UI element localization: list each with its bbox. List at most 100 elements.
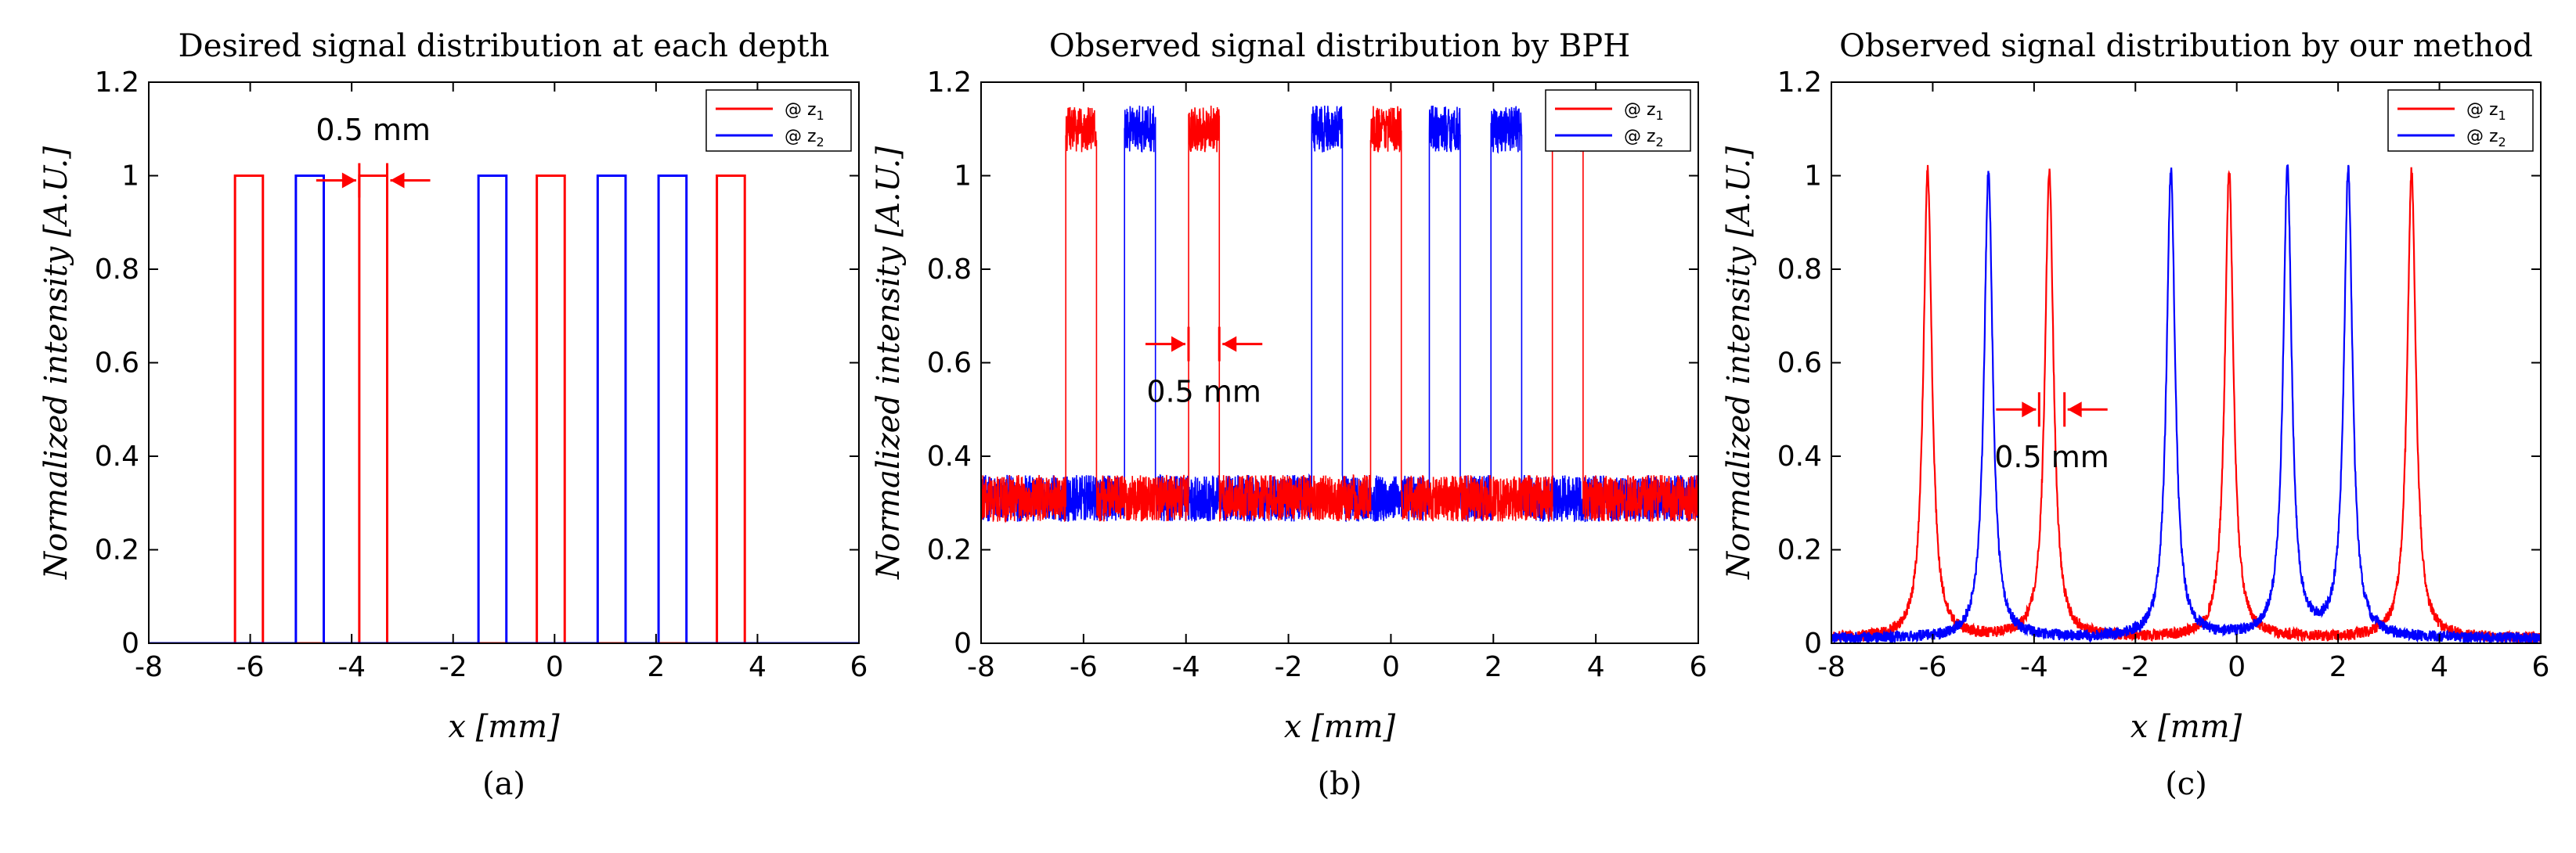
legend-label-sub: 2 — [817, 135, 824, 149]
legend: @ z1@ z2 — [705, 89, 852, 152]
x-tick-label: -6 — [1918, 651, 1946, 683]
series-line-z1 — [149, 175, 859, 643]
x-tick-label: -4 — [1172, 651, 1200, 683]
plot-area — [981, 105, 1698, 524]
y-tick-label: 1.2 — [927, 67, 972, 99]
x-tick-label: -4 — [337, 651, 366, 683]
x-tick-label: -8 — [967, 651, 995, 683]
y-axis-label-unit: [A.U.] — [38, 146, 74, 237]
legend-label-sub: 1 — [2498, 108, 2506, 123]
y-axis-label-text: Normalized intensity — [38, 237, 74, 580]
series-line-z2 — [981, 105, 1698, 523]
y-tick-label: 0 — [954, 628, 972, 660]
y-axis-label-text: Normalized intensity — [871, 237, 907, 580]
legend-label-text: @ z — [1624, 100, 1656, 120]
annotation-0-5mm: 0.5 mm — [1145, 326, 1263, 409]
x-tick-label: -2 — [1275, 651, 1303, 683]
panel-sublabel: (a) — [482, 766, 525, 802]
y-tick-label: 0 — [121, 628, 139, 660]
series-line-z2 — [149, 175, 859, 643]
panel-sublabel: (c) — [2165, 766, 2207, 802]
plot-area — [1831, 164, 2541, 643]
legend-box — [1545, 89, 1691, 152]
axes-box — [148, 81, 860, 644]
annotation-arrowhead-left — [341, 172, 356, 189]
annotation-0-5mm: 0.5 mm — [316, 113, 431, 198]
annotation-text: 0.5 mm — [1146, 374, 1261, 409]
y-tick-label: 0.6 — [95, 347, 139, 380]
x-tick-label: 2 — [647, 651, 665, 683]
axes-box — [1831, 81, 2542, 644]
y-axis-label-unit: [A.U.] — [1721, 146, 1757, 237]
x-tick-label: -2 — [2121, 651, 2149, 683]
series-line-z1 — [1831, 164, 2541, 643]
x-tick-label: 6 — [2532, 651, 2550, 683]
legend-label-text: @ z — [785, 127, 817, 146]
x-axis-label: x [mm] — [1284, 709, 1396, 745]
annotation-arrowhead-right — [1222, 336, 1237, 352]
y-tick-label: 1 — [954, 160, 972, 193]
annotation-text: 0.5 mm — [316, 113, 431, 147]
legend-label-z1: @ z1 — [1624, 100, 1664, 123]
legend-box — [2387, 89, 2534, 152]
annotation-arrowhead-left — [1171, 336, 1185, 352]
x-tick-label: 4 — [1587, 651, 1605, 683]
y-tick-label: 0.4 — [1777, 441, 1822, 473]
y-tick-label: 0.6 — [1777, 347, 1822, 380]
legend-label-z1: @ z1 — [2466, 100, 2506, 123]
y-tick-label: 0.8 — [927, 254, 972, 286]
legend: @ z1@ z2 — [1545, 89, 1691, 152]
x-tick-label: 6 — [1690, 651, 1708, 683]
chart-title: Observed signal distribution by BPH — [1049, 28, 1630, 64]
x-axis-label-var: x — [1284, 709, 1311, 745]
plot-area — [149, 175, 859, 643]
annotation-0-5mm: 0.5 mm — [1994, 392, 2109, 474]
series-line-z2 — [1831, 164, 2541, 643]
x-axis-label-unit: [mm] — [1311, 709, 1395, 745]
chart-panel-b: Observed signal distribution by BPH -8 -6 -… — [871, 28, 1707, 802]
x-axis-label-unit: [mm] — [476, 709, 560, 745]
y-tick-label: 0.8 — [95, 254, 139, 286]
y-tick-label: 0.4 — [927, 441, 972, 473]
x-axis-label: x [mm] — [2130, 709, 2242, 745]
y-tick-label: 0.2 — [927, 534, 972, 567]
x-tick-label: 0 — [2228, 651, 2246, 683]
axes-box — [980, 81, 1699, 644]
y-tick-label: 0 — [1804, 628, 1822, 660]
legend: @ z1@ z 2 — [2387, 89, 2534, 152]
y-axis-label: Normalized intensity [A.U.] — [1721, 146, 1757, 580]
x-axis-label-var: x — [2130, 709, 2158, 745]
legend-label-sub: 1 — [1656, 108, 1664, 123]
legend-label-text: @ z — [785, 100, 817, 120]
chart-title: Observed signal distribution by our meth… — [1839, 28, 2533, 64]
legend-label-sub: 2 — [2498, 135, 2506, 149]
x-tick-label: 2 — [1485, 651, 1503, 683]
legend-label-text: @ z — [1624, 127, 1656, 146]
x-tick-label: -6 — [1070, 651, 1098, 683]
legend-label-z2: @ z2 — [785, 127, 824, 149]
y-tick-label: 1 — [1804, 160, 1822, 193]
panel-sublabel: (b) — [1318, 766, 1362, 802]
x-tick-label: -8 — [1817, 651, 1845, 683]
x-tick-label: 6 — [850, 651, 868, 683]
x-tick-label: 4 — [749, 651, 767, 683]
chart-panel-c: Observed signal distribution by our meth… — [1721, 28, 2549, 802]
legend-label-text: @ z — [2466, 100, 2498, 120]
y-tick-label: 1.2 — [1777, 67, 1822, 99]
y-tick-label: 1 — [121, 160, 139, 193]
y-tick-label: 0.2 — [1777, 534, 1822, 567]
y-tick-label: 0.4 — [95, 441, 139, 473]
x-tick-label: 0 — [1382, 651, 1400, 683]
y-axis-label: Normalized intensity [A.U.] — [38, 146, 74, 580]
legend-box — [705, 89, 852, 152]
series-line-z1 — [981, 105, 1698, 524]
legend-label-z1: @ z1 — [785, 100, 824, 123]
x-tick-label: 2 — [2329, 651, 2347, 683]
x-axis-label-var: x — [448, 709, 475, 745]
x-tick-label: -4 — [2020, 651, 2048, 683]
x-tick-label: 4 — [2430, 651, 2448, 683]
chart-panel-a: Desired signal distribution at each dept… — [38, 28, 868, 802]
y-tick-label: 0.6 — [927, 347, 972, 380]
y-tick-label: 1.2 — [95, 67, 139, 99]
annotation-arrowhead-right — [390, 172, 405, 189]
